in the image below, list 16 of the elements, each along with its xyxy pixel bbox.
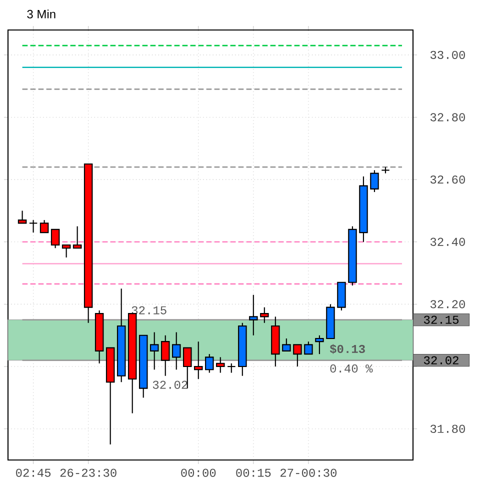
x-tick-label: 27-00:30 [280,468,337,477]
ref-line-label: 32.15 [424,316,459,324]
y-tick-label: 32.20 [430,300,465,308]
chart-title: 3 Min [27,10,56,18]
x-tick-label: 00:00 [181,468,216,477]
x-tick-label: 02:45 [16,468,51,477]
annotation: 0.40 % [330,364,373,373]
ref-line-label: 32.02 [424,356,458,364]
y-tick-label: 32.40 [430,238,465,246]
annotation: $0.13 [330,344,365,354]
x-tick-label: 26-23:30 [60,468,116,477]
y-tick-label: 31.80 [430,424,465,433]
y-tick-label: 32.80 [430,113,465,122]
y-tick-label: 33.00 [430,50,465,60]
y-tick-label: 32.60 [430,175,465,184]
x-tick-label: 00:15 [236,468,271,477]
